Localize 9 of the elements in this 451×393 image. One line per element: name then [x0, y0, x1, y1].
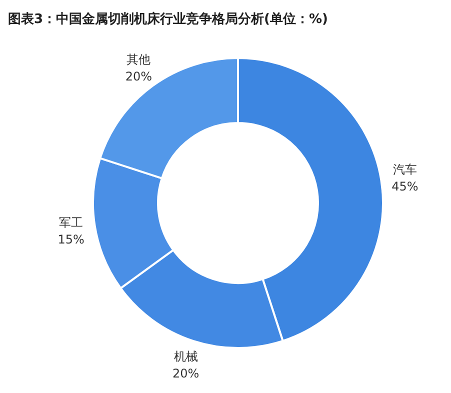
data-label: 45% [392, 180, 418, 194]
data-label: 20% [125, 69, 152, 84]
slice-label: 机械 [174, 350, 198, 364]
slice-label: 军工 [59, 215, 84, 230]
slice-label: 其他 [126, 52, 151, 66]
chart-title: 图表3：中国金属切削机床行业竞争格局分析(单位：%) [8, 10, 328, 28]
data-label: 15% [58, 232, 84, 246]
data-label: 20% [172, 366, 200, 381]
slice-label: 汽车 [392, 162, 417, 177]
